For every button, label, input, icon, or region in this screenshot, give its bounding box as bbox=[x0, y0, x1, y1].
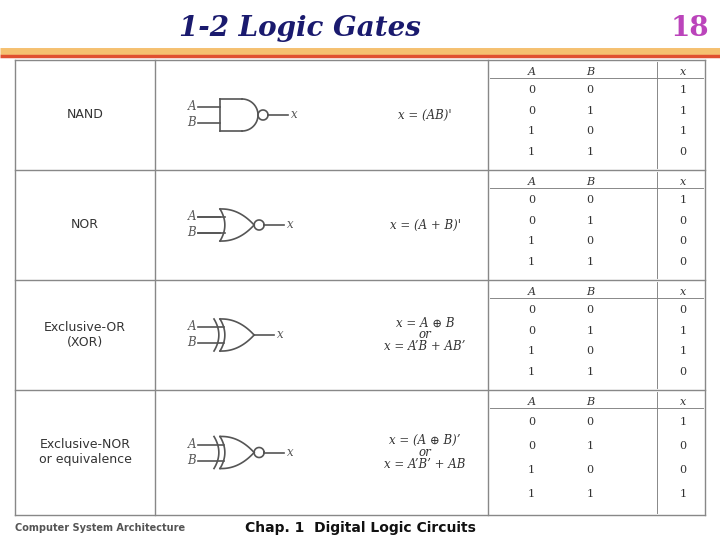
Text: 0: 0 bbox=[528, 85, 535, 95]
Text: Exclusive-OR
(XOR): Exclusive-OR (XOR) bbox=[44, 321, 126, 349]
Text: 1: 1 bbox=[680, 195, 687, 205]
Text: A: A bbox=[527, 67, 536, 77]
Text: x: x bbox=[680, 397, 686, 407]
Text: 0: 0 bbox=[528, 326, 535, 336]
Text: 1: 1 bbox=[528, 236, 535, 246]
Text: 1: 1 bbox=[586, 106, 593, 116]
Text: 1: 1 bbox=[680, 126, 687, 136]
Text: 1: 1 bbox=[586, 256, 593, 267]
Text: NAND: NAND bbox=[66, 109, 104, 122]
Text: 0: 0 bbox=[680, 147, 687, 157]
Text: 0: 0 bbox=[586, 305, 593, 315]
Text: A: A bbox=[187, 438, 196, 451]
Text: 1: 1 bbox=[528, 346, 535, 356]
Text: x: x bbox=[287, 219, 294, 232]
Text: or: or bbox=[418, 446, 431, 459]
Text: 0: 0 bbox=[586, 346, 593, 356]
Text: 0: 0 bbox=[528, 215, 535, 226]
Text: 0: 0 bbox=[528, 441, 535, 451]
Text: 1: 1 bbox=[680, 85, 687, 95]
Text: B: B bbox=[187, 226, 196, 240]
Text: 1: 1 bbox=[528, 256, 535, 267]
Text: x: x bbox=[291, 109, 297, 122]
Text: Chap. 1  Digital Logic Circuits: Chap. 1 Digital Logic Circuits bbox=[245, 521, 475, 535]
Text: NOR: NOR bbox=[71, 219, 99, 232]
Text: A: A bbox=[187, 211, 196, 224]
Text: 1: 1 bbox=[586, 147, 593, 157]
Text: 0: 0 bbox=[586, 195, 593, 205]
Text: 1: 1 bbox=[586, 489, 593, 500]
Text: 0: 0 bbox=[680, 256, 687, 267]
Text: B: B bbox=[586, 67, 594, 77]
Text: 0: 0 bbox=[680, 441, 687, 451]
Text: A: A bbox=[527, 287, 536, 297]
Text: 1: 1 bbox=[586, 326, 593, 336]
Text: 0: 0 bbox=[680, 215, 687, 226]
Text: B: B bbox=[586, 177, 594, 187]
Text: 0: 0 bbox=[586, 417, 593, 427]
Text: x: x bbox=[277, 328, 284, 341]
Text: 18: 18 bbox=[671, 15, 709, 42]
Text: 1: 1 bbox=[528, 465, 535, 475]
Text: x: x bbox=[680, 67, 686, 77]
Text: 0: 0 bbox=[528, 195, 535, 205]
Text: 0: 0 bbox=[680, 367, 687, 377]
Text: 1: 1 bbox=[528, 489, 535, 500]
Text: or: or bbox=[418, 328, 431, 341]
Text: 0: 0 bbox=[528, 106, 535, 116]
Text: x = A’B + AB’: x = A’B + AB’ bbox=[384, 341, 466, 354]
Text: 0: 0 bbox=[586, 236, 593, 246]
Text: B: B bbox=[187, 454, 196, 467]
Text: 0: 0 bbox=[680, 465, 687, 475]
Text: 1: 1 bbox=[680, 417, 687, 427]
Text: 0: 0 bbox=[586, 465, 593, 475]
Text: B: B bbox=[187, 336, 196, 349]
Text: 0: 0 bbox=[528, 417, 535, 427]
Text: 0: 0 bbox=[586, 85, 593, 95]
Text: 1: 1 bbox=[528, 147, 535, 157]
Text: x = (A ⊕ B)’: x = (A ⊕ B)’ bbox=[390, 434, 461, 447]
Text: x = (AB)': x = (AB)' bbox=[398, 109, 452, 122]
Text: x = (A + B)': x = (A + B)' bbox=[390, 219, 461, 232]
Text: x: x bbox=[680, 287, 686, 297]
Text: x = A ⊕ B: x = A ⊕ B bbox=[396, 316, 454, 329]
Text: A: A bbox=[527, 397, 536, 407]
Text: 1-2 Logic Gates: 1-2 Logic Gates bbox=[179, 15, 421, 42]
Text: B: B bbox=[586, 397, 594, 407]
Text: x = A’B’ + AB: x = A’B’ + AB bbox=[384, 458, 466, 471]
Text: 0: 0 bbox=[586, 126, 593, 136]
Text: Computer System Architecture: Computer System Architecture bbox=[15, 523, 185, 533]
Text: 1: 1 bbox=[680, 326, 687, 336]
Text: 0: 0 bbox=[680, 236, 687, 246]
Text: 1: 1 bbox=[528, 126, 535, 136]
Text: x: x bbox=[287, 446, 294, 459]
Text: 1: 1 bbox=[680, 106, 687, 116]
Text: 1: 1 bbox=[586, 441, 593, 451]
Text: 1: 1 bbox=[680, 489, 687, 500]
Text: 1: 1 bbox=[586, 367, 593, 377]
Text: B: B bbox=[187, 117, 196, 130]
Text: A: A bbox=[187, 100, 196, 113]
Text: 1: 1 bbox=[586, 215, 593, 226]
Text: 0: 0 bbox=[528, 305, 535, 315]
Text: 1: 1 bbox=[528, 367, 535, 377]
Text: 1: 1 bbox=[680, 346, 687, 356]
Text: B: B bbox=[586, 287, 594, 297]
Text: Exclusive-NOR
or equivalence: Exclusive-NOR or equivalence bbox=[39, 438, 132, 467]
Text: 0: 0 bbox=[680, 305, 687, 315]
Text: A: A bbox=[527, 177, 536, 187]
Text: A: A bbox=[187, 321, 196, 334]
Text: x: x bbox=[680, 177, 686, 187]
